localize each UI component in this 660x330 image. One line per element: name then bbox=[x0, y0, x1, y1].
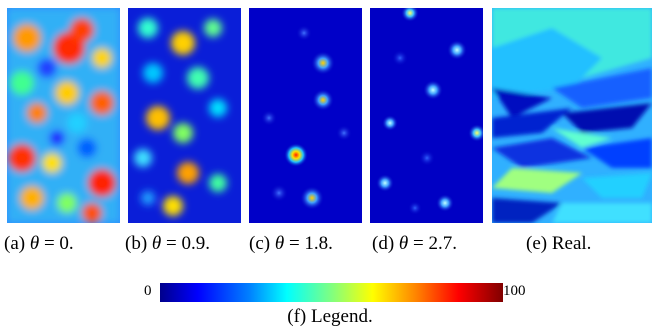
heatmap-panel-b bbox=[128, 8, 241, 223]
legend-color-bar bbox=[160, 283, 503, 302]
legend-max-label: 100 bbox=[503, 283, 526, 299]
legend-min-label: 0 bbox=[144, 283, 152, 299]
heatmap-panel-e bbox=[492, 8, 652, 223]
caption-b: (b) θ = 0.9. bbox=[125, 233, 210, 254]
heatmap-panel-d bbox=[370, 8, 483, 223]
caption-e: (e) Real. bbox=[526, 233, 592, 254]
caption-d: (d) θ = 2.7. bbox=[372, 233, 457, 254]
heatmap-panel-a bbox=[7, 8, 120, 223]
heatmap-panel-c bbox=[249, 8, 362, 223]
caption-a: (a) θ = 0. bbox=[4, 233, 74, 254]
caption-c: (c) θ = 1.8. bbox=[249, 233, 333, 254]
legend-caption: (f) Legend. bbox=[287, 306, 373, 327]
